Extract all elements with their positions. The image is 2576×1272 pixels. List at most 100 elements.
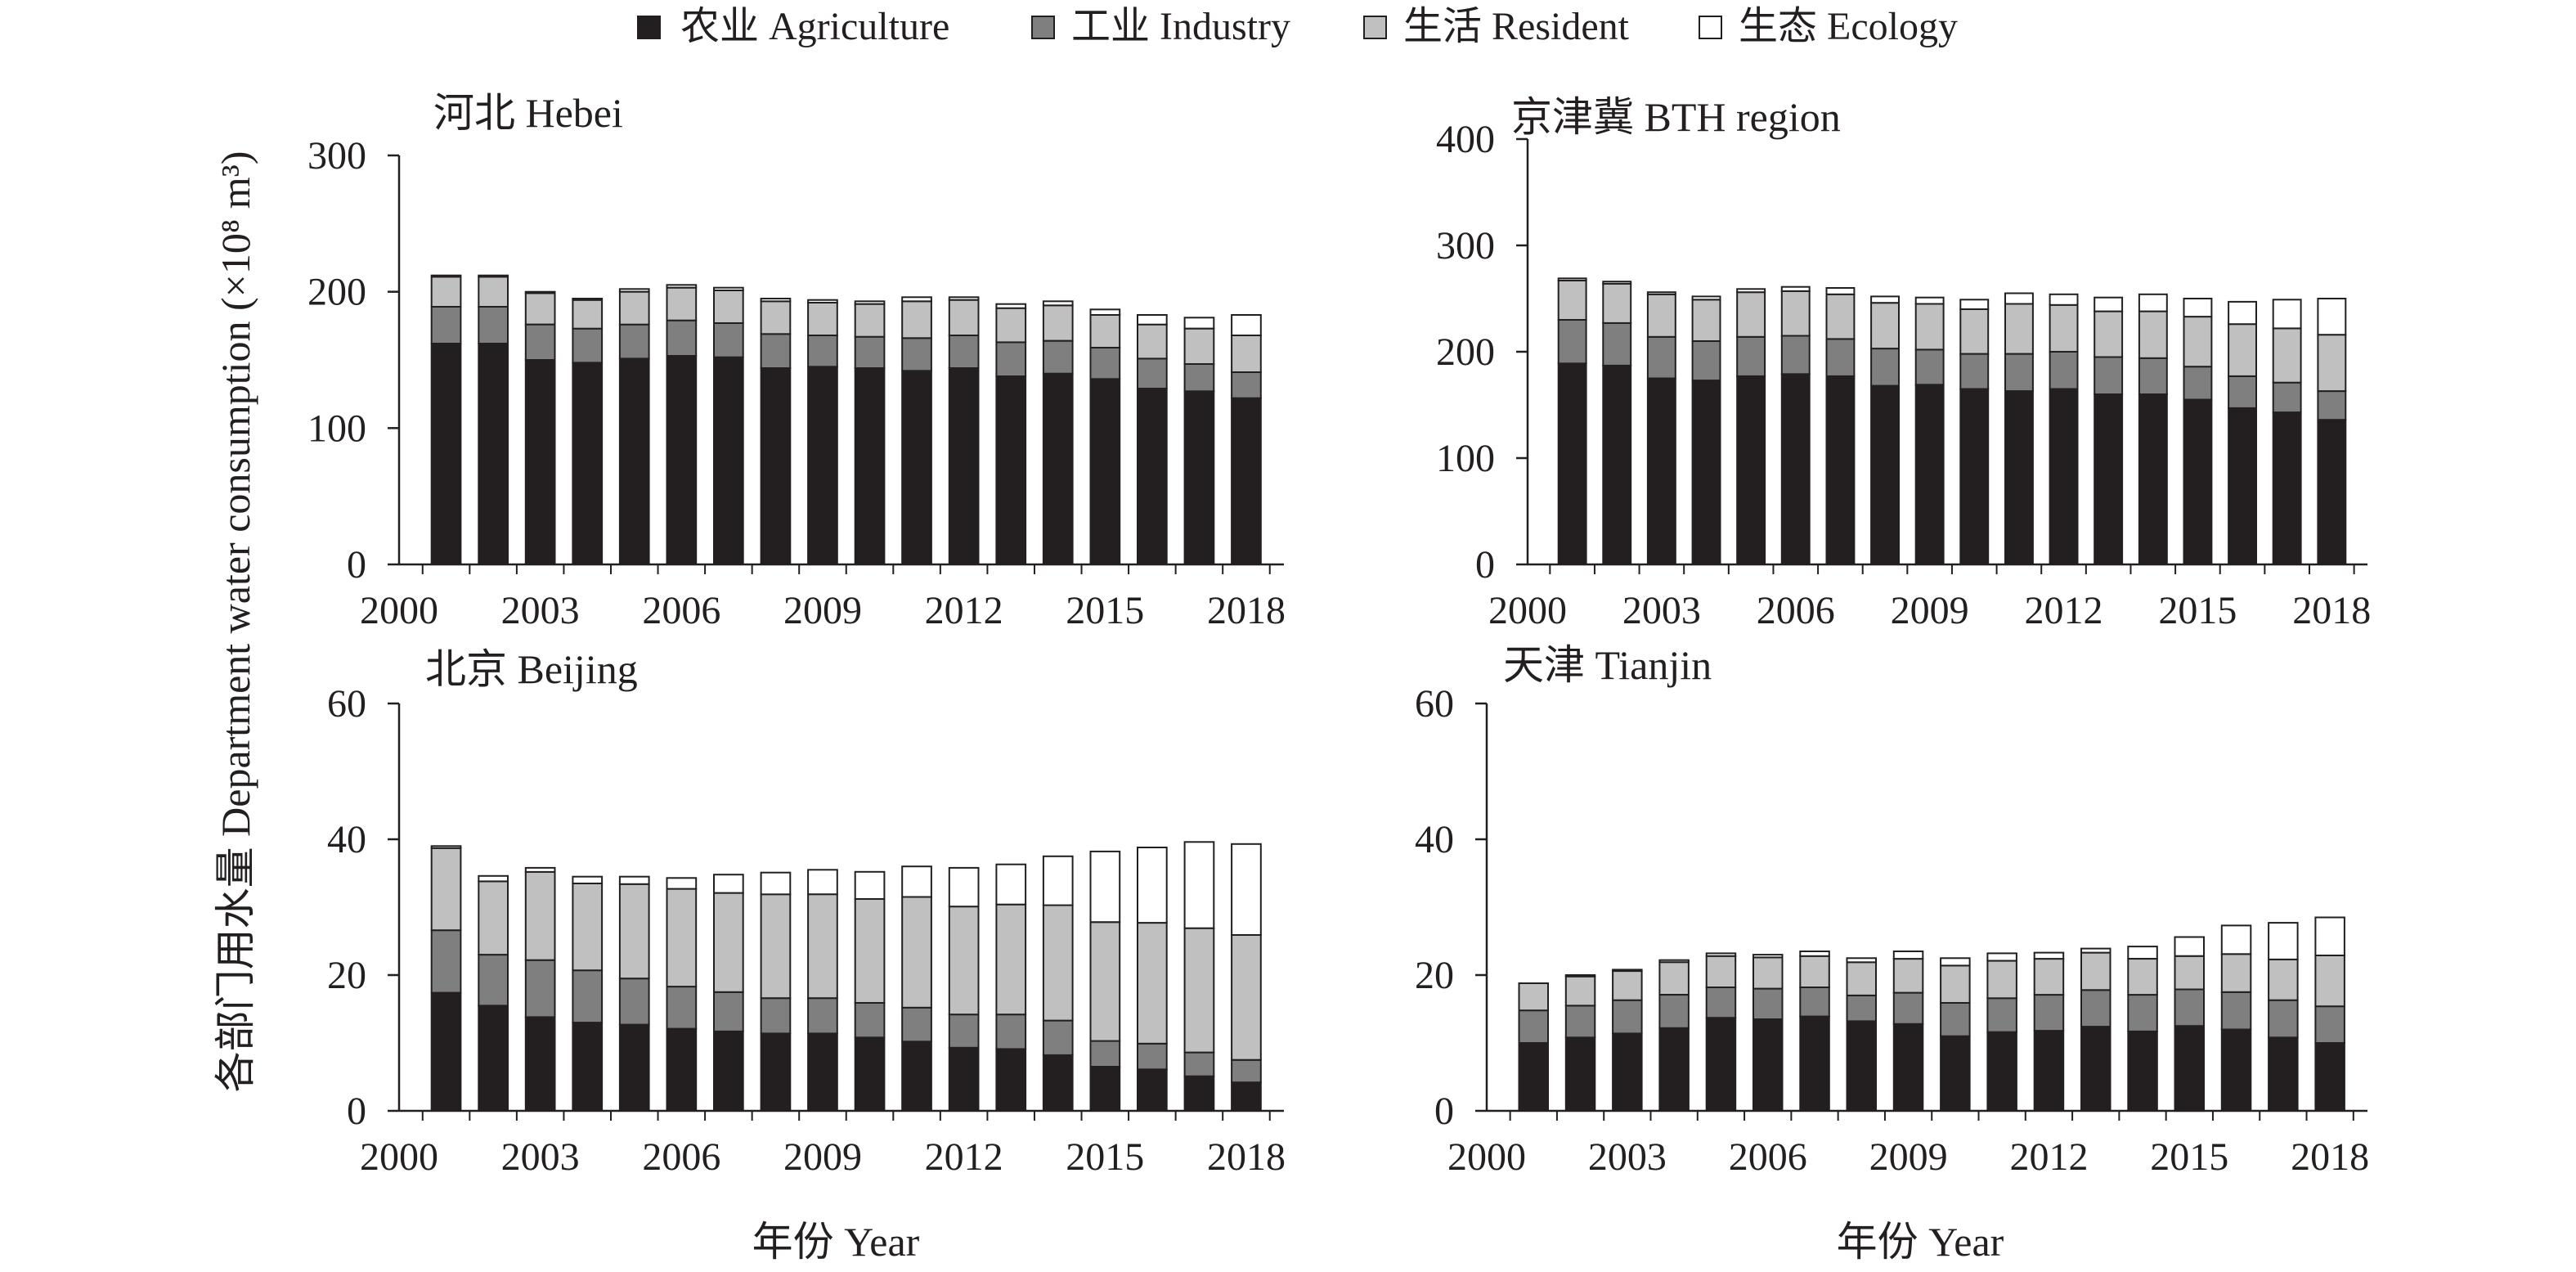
bar-segment-agriculture-2008 bbox=[1870, 384, 1901, 565]
bar-segment-resident-2016 bbox=[2228, 323, 2258, 377]
bar-segment-agriculture-2007 bbox=[1799, 1015, 1830, 1112]
bar-segment-resident-2003 bbox=[524, 870, 556, 961]
bar-segment-resident-2009 bbox=[807, 302, 838, 336]
bar-segment-industry-2018 bbox=[2317, 390, 2347, 421]
bar-segment-resident-2014 bbox=[2127, 958, 2158, 996]
bar-segment-agriculture-2014 bbox=[1042, 1054, 1074, 1112]
legend-item-ecology: 生态 Ecology bbox=[1699, 5, 1958, 48]
bar-segment-ecology-2014 bbox=[2138, 293, 2168, 312]
bar-segment-industry-2010 bbox=[854, 1002, 886, 1039]
bar-segment-resident-2004 bbox=[1691, 299, 1721, 342]
bar-segment-agriculture-2018 bbox=[1231, 397, 1262, 566]
y-tick-label: 100 bbox=[307, 407, 366, 450]
bar-segment-agriculture-2004 bbox=[1691, 380, 1721, 565]
bar-segment-agriculture-2016 bbox=[1137, 388, 1168, 565]
bars bbox=[430, 841, 1262, 1112]
bar-segment-industry-2010 bbox=[854, 335, 886, 370]
bar-segment-resident-2018 bbox=[1231, 335, 1262, 373]
bar-segment-ecology-2010 bbox=[1959, 299, 1990, 310]
bar-segment-industry-2014 bbox=[1042, 1019, 1074, 1056]
bar-segment-ecology-2002 bbox=[478, 874, 509, 883]
bar-segment-ecology-2012 bbox=[948, 866, 980, 908]
bar-segment-agriculture-2002 bbox=[1602, 364, 1632, 565]
bar-segment-agriculture-2003 bbox=[1612, 1032, 1643, 1112]
bar-segment-resident-2005 bbox=[1705, 955, 1737, 989]
bar-segment-ecology-2006 bbox=[666, 284, 698, 289]
bar-segment-ecology-2017 bbox=[2272, 299, 2302, 330]
bar-segment-resident-2012 bbox=[948, 299, 980, 337]
bar-segment-ecology-2017 bbox=[1183, 317, 1215, 330]
bar-segment-agriculture-2014 bbox=[2138, 393, 2168, 565]
bar-segment-ecology-2008 bbox=[760, 298, 792, 303]
bar-segment-agriculture-2017 bbox=[1183, 1075, 1215, 1112]
bar-segment-industry-2001 bbox=[430, 929, 462, 994]
bar-segment-industry-2010 bbox=[1940, 1002, 1971, 1037]
bar-segment-ecology-2009 bbox=[1914, 296, 1945, 305]
bar-segment-ecology-2007 bbox=[713, 286, 744, 292]
bar-segment-resident-2001 bbox=[430, 276, 462, 308]
x-tick-label: 2015 bbox=[1066, 589, 1144, 632]
y-tick-label: 0 bbox=[1434, 1090, 1454, 1133]
bar-segment-industry-2004 bbox=[1658, 994, 1690, 1029]
bar-segment-ecology-2004 bbox=[1691, 295, 1721, 301]
y-tick-label: 100 bbox=[1436, 437, 1495, 480]
bar-segment-resident-2012 bbox=[948, 906, 980, 1016]
bar-segment-ecology-2003 bbox=[524, 866, 556, 873]
x-tick-label: 2000 bbox=[1488, 589, 1567, 632]
legend-swatch-agriculture bbox=[637, 16, 661, 39]
bar-segment-agriculture-2001 bbox=[430, 343, 462, 565]
bar-segment-ecology-2001 bbox=[1557, 277, 1587, 281]
bar-segment-agriculture-2006 bbox=[1752, 1018, 1784, 1112]
bar-segment-industry-2018 bbox=[2314, 1005, 2345, 1044]
x-tick-label: 2015 bbox=[1066, 1135, 1144, 1179]
bar-segment-resident-2015 bbox=[1089, 314, 1121, 348]
x-tick-label: 2006 bbox=[1757, 589, 1835, 632]
x-tick-label: 2009 bbox=[783, 1135, 862, 1179]
bar-segment-resident-2015 bbox=[1089, 921, 1121, 1042]
y-tick-label: 40 bbox=[327, 818, 366, 861]
bar-segment-agriculture-2012 bbox=[948, 1046, 980, 1112]
y-tick-label: 40 bbox=[1415, 818, 1454, 861]
bar-segment-industry-2004 bbox=[572, 327, 604, 364]
bar-segment-resident-2017 bbox=[1183, 327, 1215, 366]
bar-segment-ecology-2004 bbox=[572, 875, 604, 884]
bar-segment-ecology-2001 bbox=[430, 845, 462, 849]
bar-segment-agriculture-2010 bbox=[854, 1036, 886, 1112]
bar-segment-industry-2003 bbox=[1646, 335, 1676, 380]
bar-segment-agriculture-2005 bbox=[1736, 375, 1766, 565]
bar-segment-industry-2018 bbox=[1231, 371, 1262, 399]
x-tick-label: 2006 bbox=[642, 1135, 720, 1179]
bar-segment-industry-2001 bbox=[430, 306, 462, 344]
bar-segment-ecology-2010 bbox=[854, 300, 886, 305]
bar-segment-resident-2008 bbox=[1870, 302, 1901, 350]
bar-segment-resident-2018 bbox=[2317, 334, 2347, 393]
panel-title: 北京 Beijing bbox=[425, 646, 638, 692]
bar-segment-ecology-2003 bbox=[524, 290, 556, 294]
bar-segment-ecology-2008 bbox=[1846, 957, 1877, 964]
bar-segment-agriculture-2012 bbox=[2049, 388, 2079, 565]
y-tick-label: 200 bbox=[1436, 330, 1495, 374]
bar-segment-industry-2015 bbox=[2174, 988, 2205, 1027]
bar-segment-agriculture-2007 bbox=[1825, 375, 1856, 565]
bar-segment-agriculture-2014 bbox=[1042, 372, 1074, 566]
bar-segment-ecology-2004 bbox=[572, 298, 604, 301]
bar-segment-industry-2015 bbox=[2183, 366, 2213, 401]
bar-segment-agriculture-2006 bbox=[666, 355, 698, 565]
bar-segment-agriculture-2013 bbox=[995, 375, 1027, 565]
bar-segment-industry-2012 bbox=[2049, 351, 2079, 390]
bar-segment-agriculture-2010 bbox=[1959, 388, 1990, 565]
bar-segment-industry-2007 bbox=[713, 991, 744, 1032]
bar-segment-resident-2017 bbox=[2272, 327, 2302, 384]
bar-segment-agriculture-2009 bbox=[807, 366, 838, 565]
bar-segment-ecology-2009 bbox=[807, 299, 838, 304]
bar-segment-ecology-2011 bbox=[1986, 952, 2017, 962]
bar-segment-agriculture-2010 bbox=[854, 367, 886, 565]
x-tick-label: 2000 bbox=[360, 1135, 438, 1179]
bar-segment-agriculture-2014 bbox=[2127, 1030, 2158, 1112]
bar-segment-ecology-2005 bbox=[1736, 288, 1766, 294]
bar-segment-agriculture-2001 bbox=[430, 991, 462, 1112]
bar-segment-industry-2006 bbox=[666, 986, 698, 1030]
bar-segment-industry-2011 bbox=[1986, 997, 2017, 1033]
bar-segment-ecology-2015 bbox=[1089, 850, 1121, 924]
